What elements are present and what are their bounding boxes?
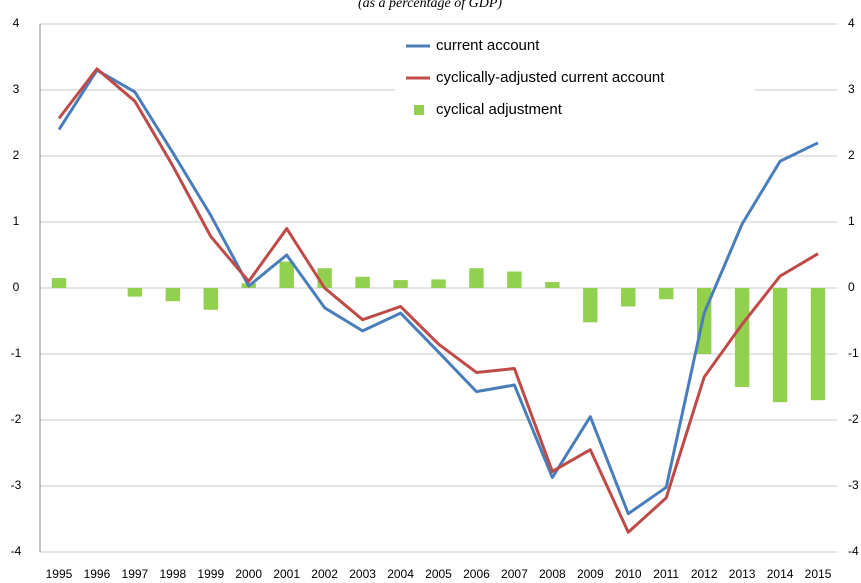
y-tick-label: -2 bbox=[11, 412, 22, 426]
y2-tick-label: -2 bbox=[848, 412, 859, 426]
x-tick-label: 2010 bbox=[615, 567, 642, 581]
x-tick-label: 1995 bbox=[46, 567, 73, 581]
y2-tick-label: 4 bbox=[848, 16, 855, 30]
x-tick-label: 2009 bbox=[577, 567, 604, 581]
y-tick-label: -1 bbox=[11, 346, 22, 360]
x-tick-label: 2008 bbox=[539, 567, 566, 581]
x-tick-label: 1996 bbox=[84, 567, 111, 581]
bar bbox=[507, 271, 522, 288]
bar bbox=[355, 276, 370, 288]
bar bbox=[545, 282, 560, 288]
y2-tick-label: 1 bbox=[848, 214, 855, 228]
y2-tick-label: -4 bbox=[848, 544, 859, 558]
x-tick-label: 1999 bbox=[197, 567, 224, 581]
y-tick-label: -3 bbox=[11, 478, 22, 492]
bar bbox=[583, 288, 598, 323]
x-tick-label: 2006 bbox=[463, 567, 490, 581]
bar bbox=[431, 279, 446, 288]
legend-label: cyclical adjustment bbox=[436, 101, 563, 118]
x-tick-label: 2013 bbox=[729, 567, 756, 581]
y-tick-label: 1 bbox=[13, 214, 20, 228]
bar bbox=[734, 288, 750, 387]
x-tick-label: 2002 bbox=[311, 567, 338, 581]
bar bbox=[393, 280, 408, 288]
bar bbox=[279, 261, 294, 288]
bar bbox=[51, 278, 67, 288]
bar bbox=[659, 288, 674, 300]
x-tick-label: 2005 bbox=[425, 567, 452, 581]
bar bbox=[165, 288, 181, 302]
y-tick-label: -4 bbox=[11, 544, 22, 558]
legend-label: current account bbox=[436, 37, 540, 54]
chart-subtitle: (as a percentage of GDP) bbox=[358, 0, 502, 11]
x-tick-label: 2012 bbox=[691, 567, 718, 581]
y-tick-label: 0 bbox=[13, 280, 20, 294]
line bbox=[57, 68, 819, 516]
y2-tick-label: 3 bbox=[848, 82, 855, 96]
y-tick-label: 4 bbox=[13, 16, 20, 30]
x-tick-label: 2000 bbox=[235, 567, 262, 581]
x-tick-label: 2014 bbox=[767, 567, 794, 581]
x-tick-label: 2003 bbox=[349, 567, 376, 581]
x-tick-label: 1997 bbox=[122, 567, 149, 581]
x-tick-label: 2011 bbox=[653, 567, 679, 581]
y-tick-label: 2 bbox=[13, 148, 20, 162]
legend-swatch bbox=[414, 105, 424, 115]
y2-tick-label: -3 bbox=[848, 478, 859, 492]
y2-tick-label: 2 bbox=[848, 148, 855, 162]
legend-box bbox=[395, 30, 755, 125]
y2-tick-label: 0 bbox=[848, 280, 855, 294]
bar bbox=[469, 268, 484, 288]
x-tick-label: 2004 bbox=[387, 567, 414, 581]
bar bbox=[810, 288, 826, 401]
x-tick-label: 2007 bbox=[501, 567, 528, 581]
x-tick-label: 2001 bbox=[273, 567, 300, 581]
x-tick-label: 1998 bbox=[159, 567, 186, 581]
line bbox=[57, 67, 819, 534]
bar bbox=[772, 288, 788, 403]
legend-label: cyclically-adjusted current account bbox=[436, 69, 665, 86]
x-tick-label: 2015 bbox=[805, 567, 832, 581]
bar bbox=[127, 288, 143, 297]
y-tick-label: 3 bbox=[13, 82, 20, 96]
bar bbox=[621, 288, 636, 307]
bar bbox=[203, 288, 218, 310]
y2-tick-label: -1 bbox=[848, 346, 859, 360]
